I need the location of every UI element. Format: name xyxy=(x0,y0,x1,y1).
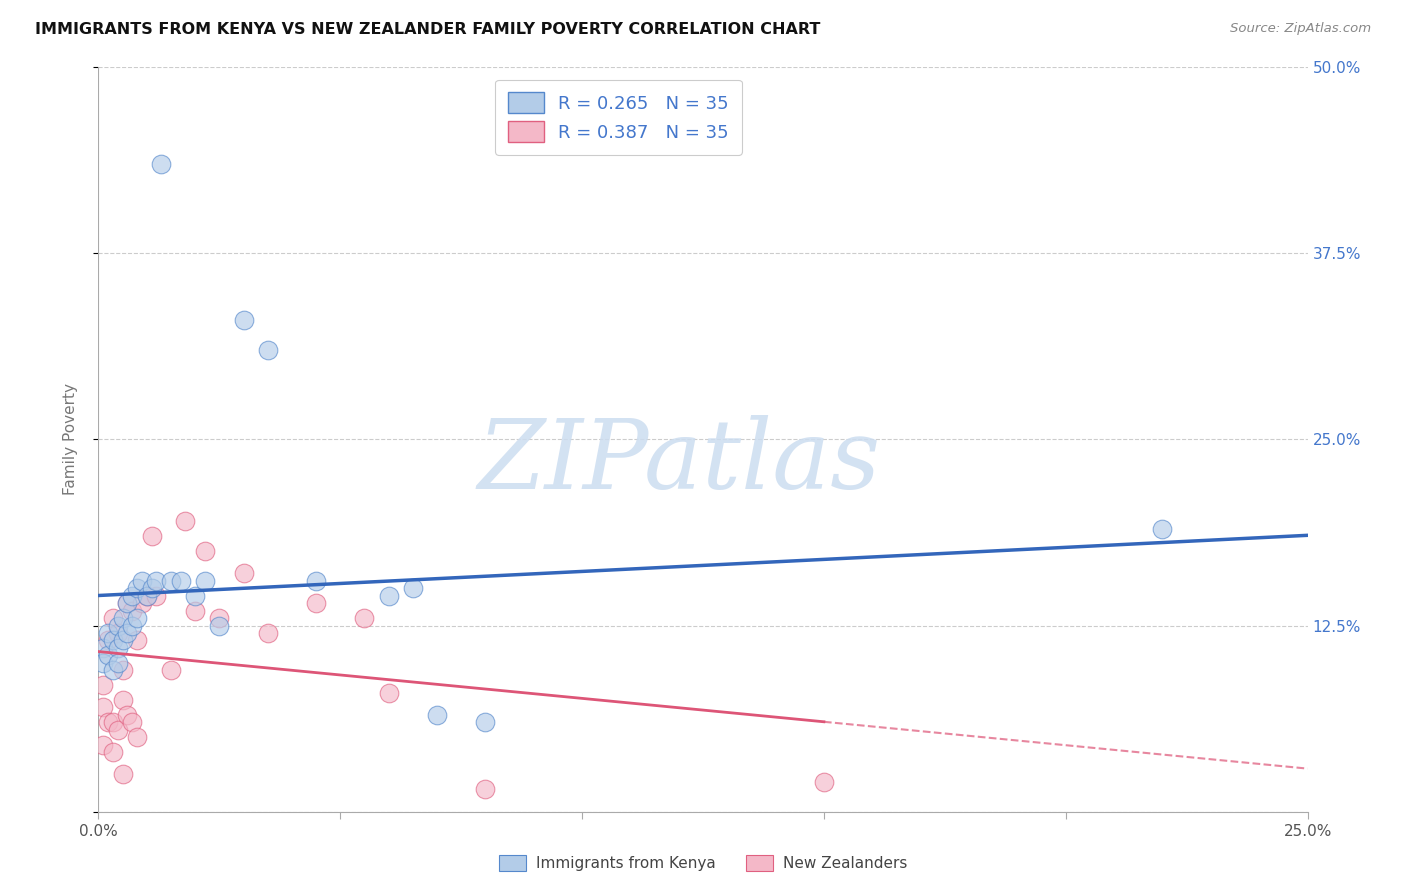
Point xyxy=(160,663,183,677)
Point xyxy=(91,738,114,752)
Point xyxy=(97,715,120,730)
Point xyxy=(208,618,231,632)
Point xyxy=(107,723,129,737)
Point xyxy=(150,157,173,171)
Point xyxy=(131,596,153,610)
Point xyxy=(91,700,114,714)
Point xyxy=(107,640,129,655)
Point xyxy=(813,775,835,789)
Point xyxy=(101,745,124,759)
Point xyxy=(256,343,278,357)
Point xyxy=(145,574,167,588)
Point xyxy=(107,618,129,632)
Point xyxy=(127,730,149,744)
Point xyxy=(111,663,134,677)
Point xyxy=(107,626,129,640)
Point xyxy=(111,693,134,707)
Point xyxy=(232,313,254,327)
Point xyxy=(135,589,157,603)
Point xyxy=(474,715,496,730)
Point xyxy=(377,685,399,699)
Point xyxy=(145,589,167,603)
Point xyxy=(184,589,207,603)
Point xyxy=(135,589,157,603)
Point xyxy=(101,611,124,625)
Point xyxy=(141,529,163,543)
Point xyxy=(117,626,139,640)
Point xyxy=(1152,522,1174,536)
Point xyxy=(174,514,197,528)
Y-axis label: Family Poverty: Family Poverty xyxy=(63,384,77,495)
Point xyxy=(101,633,124,648)
Text: IMMIGRANTS FROM KENYA VS NEW ZEALANDER FAMILY POVERTY CORRELATION CHART: IMMIGRANTS FROM KENYA VS NEW ZEALANDER F… xyxy=(35,22,821,37)
Point xyxy=(111,767,134,781)
Point xyxy=(91,678,114,692)
Point xyxy=(232,566,254,581)
Point xyxy=(111,633,134,648)
Point xyxy=(121,589,143,603)
Point xyxy=(107,656,129,670)
Point xyxy=(111,611,134,625)
Point xyxy=(117,596,139,610)
Point xyxy=(474,782,496,797)
Point xyxy=(121,715,143,730)
Point xyxy=(101,663,124,677)
Point xyxy=(305,596,328,610)
Point xyxy=(127,633,149,648)
Point xyxy=(97,633,120,648)
Point xyxy=(353,611,375,625)
Point xyxy=(194,544,217,558)
Text: ZIPatlas: ZIPatlas xyxy=(477,415,880,508)
Point xyxy=(117,596,139,610)
Point xyxy=(91,656,114,670)
Point xyxy=(208,611,231,625)
Point xyxy=(141,582,163,596)
Point xyxy=(169,574,191,588)
Point xyxy=(101,715,124,730)
Point xyxy=(121,604,143,618)
Point xyxy=(131,574,153,588)
Point xyxy=(91,640,114,655)
Point xyxy=(194,574,217,588)
Point xyxy=(426,707,449,722)
Point xyxy=(117,707,139,722)
Point xyxy=(97,626,120,640)
Text: Source: ZipAtlas.com: Source: ZipAtlas.com xyxy=(1230,22,1371,36)
Point xyxy=(121,618,143,632)
Point xyxy=(305,574,328,588)
Point xyxy=(377,589,399,603)
Point xyxy=(127,611,149,625)
Point xyxy=(402,582,425,596)
Point xyxy=(256,626,278,640)
Point xyxy=(160,574,183,588)
Point xyxy=(97,648,120,663)
Legend: R = 0.265   N = 35, R = 0.387   N = 35: R = 0.265 N = 35, R = 0.387 N = 35 xyxy=(495,79,741,155)
Legend: Immigrants from Kenya, New Zealanders: Immigrants from Kenya, New Zealanders xyxy=(494,848,912,878)
Point xyxy=(184,604,207,618)
Point xyxy=(127,582,149,596)
